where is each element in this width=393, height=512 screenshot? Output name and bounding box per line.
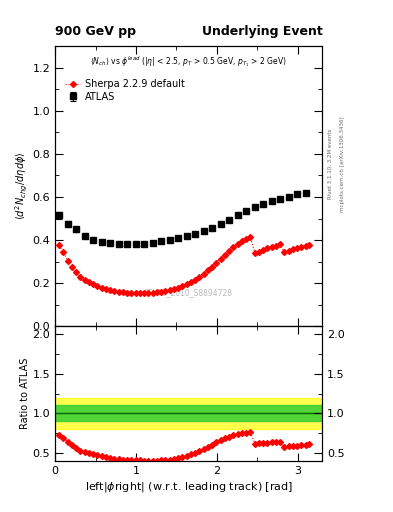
- Y-axis label: $\langle d^2 N_{chg}/d\eta d\phi \rangle$: $\langle d^2 N_{chg}/d\eta d\phi \rangle…: [13, 152, 29, 221]
- Sherpa 2.2.9 default: [100, 285, 105, 291]
- Text: $\langle N_{ch}\rangle$ vs $\phi^{lead}$ ($|\eta|$ < 2.5, $p_T$ > 0.5 GeV, $p_{T: $\langle N_{ch}\rangle$ vs $\phi^{lead}$…: [90, 54, 287, 70]
- Line: Sherpa 2.2.9 default: Sherpa 2.2.9 default: [57, 235, 311, 295]
- Sherpa 2.2.9 default: [219, 255, 223, 262]
- Sherpa 2.2.9 default: [129, 290, 134, 296]
- Sherpa 2.2.9 default: [57, 242, 61, 248]
- Text: ATLAS_2010_S8894728: ATLAS_2010_S8894728: [144, 288, 233, 297]
- Sherpa 2.2.9 default: [121, 289, 125, 295]
- X-axis label: left|$\phi$right| (w.r.t. leading track) [rad]: left|$\phi$right| (w.r.t. leading track)…: [84, 480, 293, 494]
- Sherpa 2.2.9 default: [142, 290, 147, 296]
- Text: Underlying Event: Underlying Event: [202, 25, 322, 38]
- Bar: [55, 406, 322, 421]
- Sherpa 2.2.9 default: [134, 290, 138, 296]
- Text: Rivet 3.1.10, 3.2M events: Rivet 3.1.10, 3.2M events: [328, 129, 333, 199]
- Y-axis label: Ratio to ATLAS: Ratio to ATLAS: [20, 358, 29, 429]
- Text: mcplots.cern.ch [arXiv:1306.3436]: mcplots.cern.ch [arXiv:1306.3436]: [340, 116, 345, 211]
- Sherpa 2.2.9 default: [307, 242, 312, 248]
- Bar: [55, 397, 322, 429]
- Sherpa 2.2.9 default: [146, 290, 151, 296]
- Text: 900 GeV pp: 900 GeV pp: [55, 25, 136, 38]
- Sherpa 2.2.9 default: [248, 234, 253, 240]
- Legend: Sherpa 2.2.9 default, ATLAS: Sherpa 2.2.9 default, ATLAS: [65, 79, 185, 102]
